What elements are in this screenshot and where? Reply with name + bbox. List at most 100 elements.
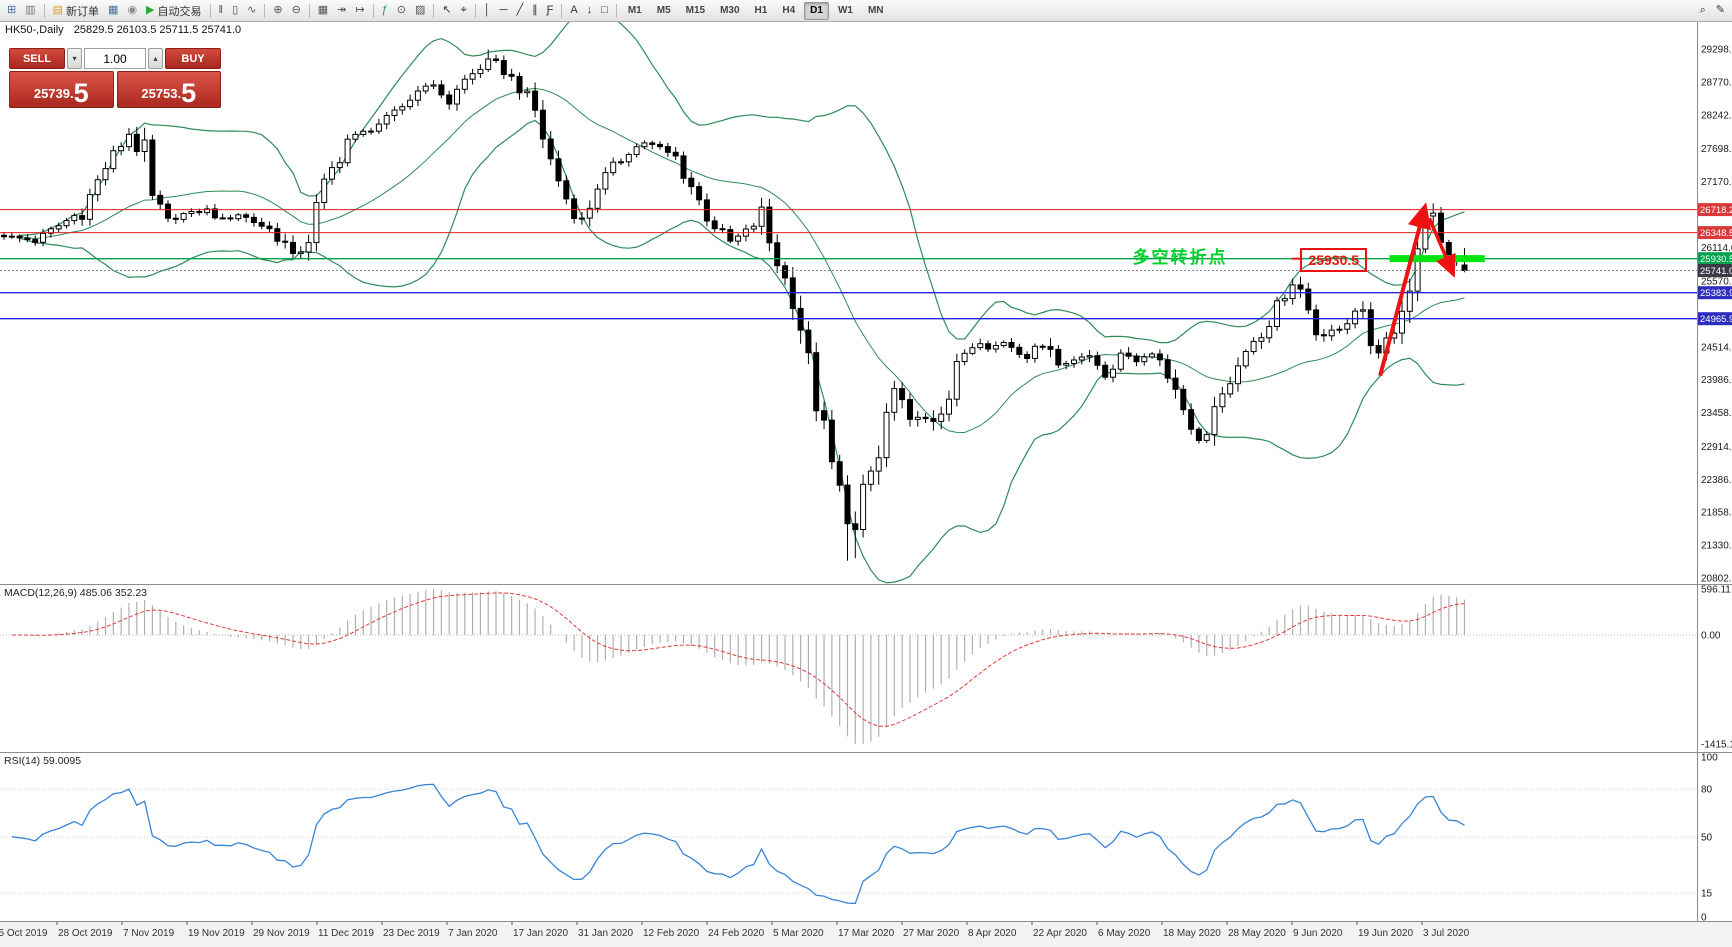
profiles-icon: ▥ [25,4,36,16]
quick-search-button[interactable]: ⌕ [1696,1,1710,20]
down-arrow-annotation[interactable] [1427,217,1456,278]
toolbar-separator [264,3,266,18]
zoom-out-icon: ⊖ [291,4,301,16]
toolbar-separator [615,3,617,18]
date-axis-label: 22 Apr 2020 [1033,928,1087,939]
buy-price-main: 25753. [141,86,182,101]
timeframe-d1-button[interactable]: D1 [804,1,829,20]
vertical-line-tool-icon: │ [483,4,491,16]
new-chart-icon: ⊞ [7,4,17,16]
rsi-scale-label: 50 [1701,833,1713,844]
price-axis-label: 28770.0 [1701,77,1732,88]
timeframe-m30-button[interactable]: M30 [720,5,740,16]
volume-decrement-button[interactable]: ▾ [67,48,82,69]
arrows-tool-icon: ↓ [586,4,593,16]
profiles-button[interactable]: ▥ [21,1,39,20]
auto-scroll-button[interactable]: ↠ [333,1,350,20]
timeframe-h1-button[interactable]: H1 [754,5,768,16]
date-axis-label: 19 Jun 2020 [1358,928,1413,939]
fibonacci-tool-icon: Ƒ [546,4,554,16]
zoom-in-button[interactable]: ⊕ [269,1,286,20]
indicators-button[interactable]: ƒ [378,1,392,20]
crosshair-tool-icon: ⌖ [460,4,467,16]
charts-grid-icon: ▦ [108,4,119,16]
fibonacci-tool-button[interactable]: Ƒ [543,1,558,20]
templates-button[interactable]: ▨ [411,1,429,20]
rsi-line [11,783,1465,905]
up-arrow-annotation[interactable] [1378,202,1432,377]
price-axis-label: 22386.0 [1701,475,1732,486]
new-order-label: 新订单 [66,5,100,18]
periods-button[interactable]: ⊙ [393,1,410,20]
horizontal-line-tool-button[interactable]: ─ [496,1,512,20]
candlesticks [1,49,1468,561]
quick-search-icon: ⌕ [1699,4,1706,16]
date-axis-label: 9 Jun 2020 [1293,928,1343,939]
timeframe-mn-button[interactable]: MN [867,5,884,16]
price-axis-label: 27170.0 [1701,177,1732,188]
volume-increment-button[interactable]: ▴ [148,48,163,69]
new-order-button[interactable]: ▤ 新订单 [49,1,103,20]
chart-symbol-period: HK50-,Daily [5,24,64,36]
toolbar-separator [308,3,310,18]
date-axis-label: 15 Oct 2019 [0,928,48,939]
volume-down-icon: ▾ [72,54,77,63]
timeframe-m5-button[interactable]: M5 [656,5,671,16]
zoom-out-button[interactable]: ⊖ [288,1,305,20]
buy-button[interactable]: BUY [165,48,221,69]
vertical-line-tool-button[interactable]: │ [480,1,495,20]
toolbar-right-items: ⌕ ✎ [1696,1,1729,20]
channel-tool-button[interactable]: ∥ [528,1,542,20]
volume-input[interactable] [84,48,146,69]
arrows-tool-button[interactable]: ↓ [583,1,597,20]
timeframe-w1-button[interactable]: W1 [837,5,853,16]
chart-shift-button[interactable]: ↦ [351,1,368,20]
price-axis-label: 23986.0 [1701,375,1732,386]
shapes-tool-button[interactable]: □ [597,1,612,20]
candle-chart-mode-button[interactable]: ▯ [228,1,242,20]
main-price-panel [1,21,1468,584]
toolbar-items: ⊞ ▥ ▤ 新订单 ▦ ◉ ▶ 自动交易 ǁ ▯ ∿ ⊕ ⊖ ▦ ↠ ↦ ƒ ⊙ ▨ ↖ ⌖ │ ─ ╱ ∥ Ƒ A ↓ □ M1 M5 M1… [3,1,1696,20]
price-badge: 25383.9 [1700,288,1732,299]
cursor-tool-button[interactable]: ↖ [438,1,455,20]
sell-price-display[interactable]: 25739. 5 [9,71,114,108]
date-axis-label: 28 May 2020 [1228,928,1286,939]
autotrade-label: 自动交易 [157,5,202,18]
channel-tool-icon: ∥ [532,4,538,16]
date-axis-label: 31 Jan 2020 [578,928,633,939]
toolbar-separator [474,3,476,18]
quick-edit-button[interactable]: ✎ [1712,1,1729,20]
trendline-tool-button[interactable]: ╱ [512,1,527,20]
quick-edit-icon: ✎ [1715,4,1725,16]
charts-grid-button[interactable]: ▦ [104,1,122,20]
autotrade-button[interactable]: ▶ 自动交易 [142,1,205,20]
tile-windows-icon: ▦ [317,4,329,16]
horizontal-line-tool-icon: ─ [499,4,508,16]
macd-histogram [26,589,1466,744]
price-axis-label: 21858.0 [1701,508,1732,519]
tile-windows-button[interactable]: ▦ [314,1,332,20]
line-chart-mode-button[interactable]: ∿ [243,1,260,20]
timeframe-m1-button[interactable]: M1 [627,5,642,16]
navigator-button[interactable]: ◉ [123,1,141,20]
new-chart-button[interactable]: ⊞ [3,1,20,20]
shapes-tool-icon: □ [601,4,608,16]
timeframe-m15-button[interactable]: M15 [685,5,706,16]
timeframe-h4-button[interactable]: H4 [782,5,796,16]
macd-signal-line [11,592,1465,727]
date-axis-label: 3 Jul 2020 [1423,928,1470,939]
zoom-in-icon: ⊕ [273,4,283,16]
one-click-trading-panel: SELL ▾ ▴ BUY 25739.5 25753.5 [9,48,221,108]
autotrade-icon: ▶ [146,4,155,16]
text-tool-button[interactable]: A [566,1,581,20]
sell-button[interactable]: SELL [9,48,65,69]
price-axis-label: 21330.0 [1701,541,1732,552]
bar-chart-mode-button[interactable]: ǁ [215,1,228,20]
crosshair-tool-button[interactable]: ⌖ [457,1,471,20]
buy-price-display[interactable]: 25753. 5 [116,71,221,108]
toolbar-separator [433,3,435,18]
rsi-scale-label: 0 [1701,913,1707,924]
price-axis-label: 27698.0 [1701,144,1732,155]
